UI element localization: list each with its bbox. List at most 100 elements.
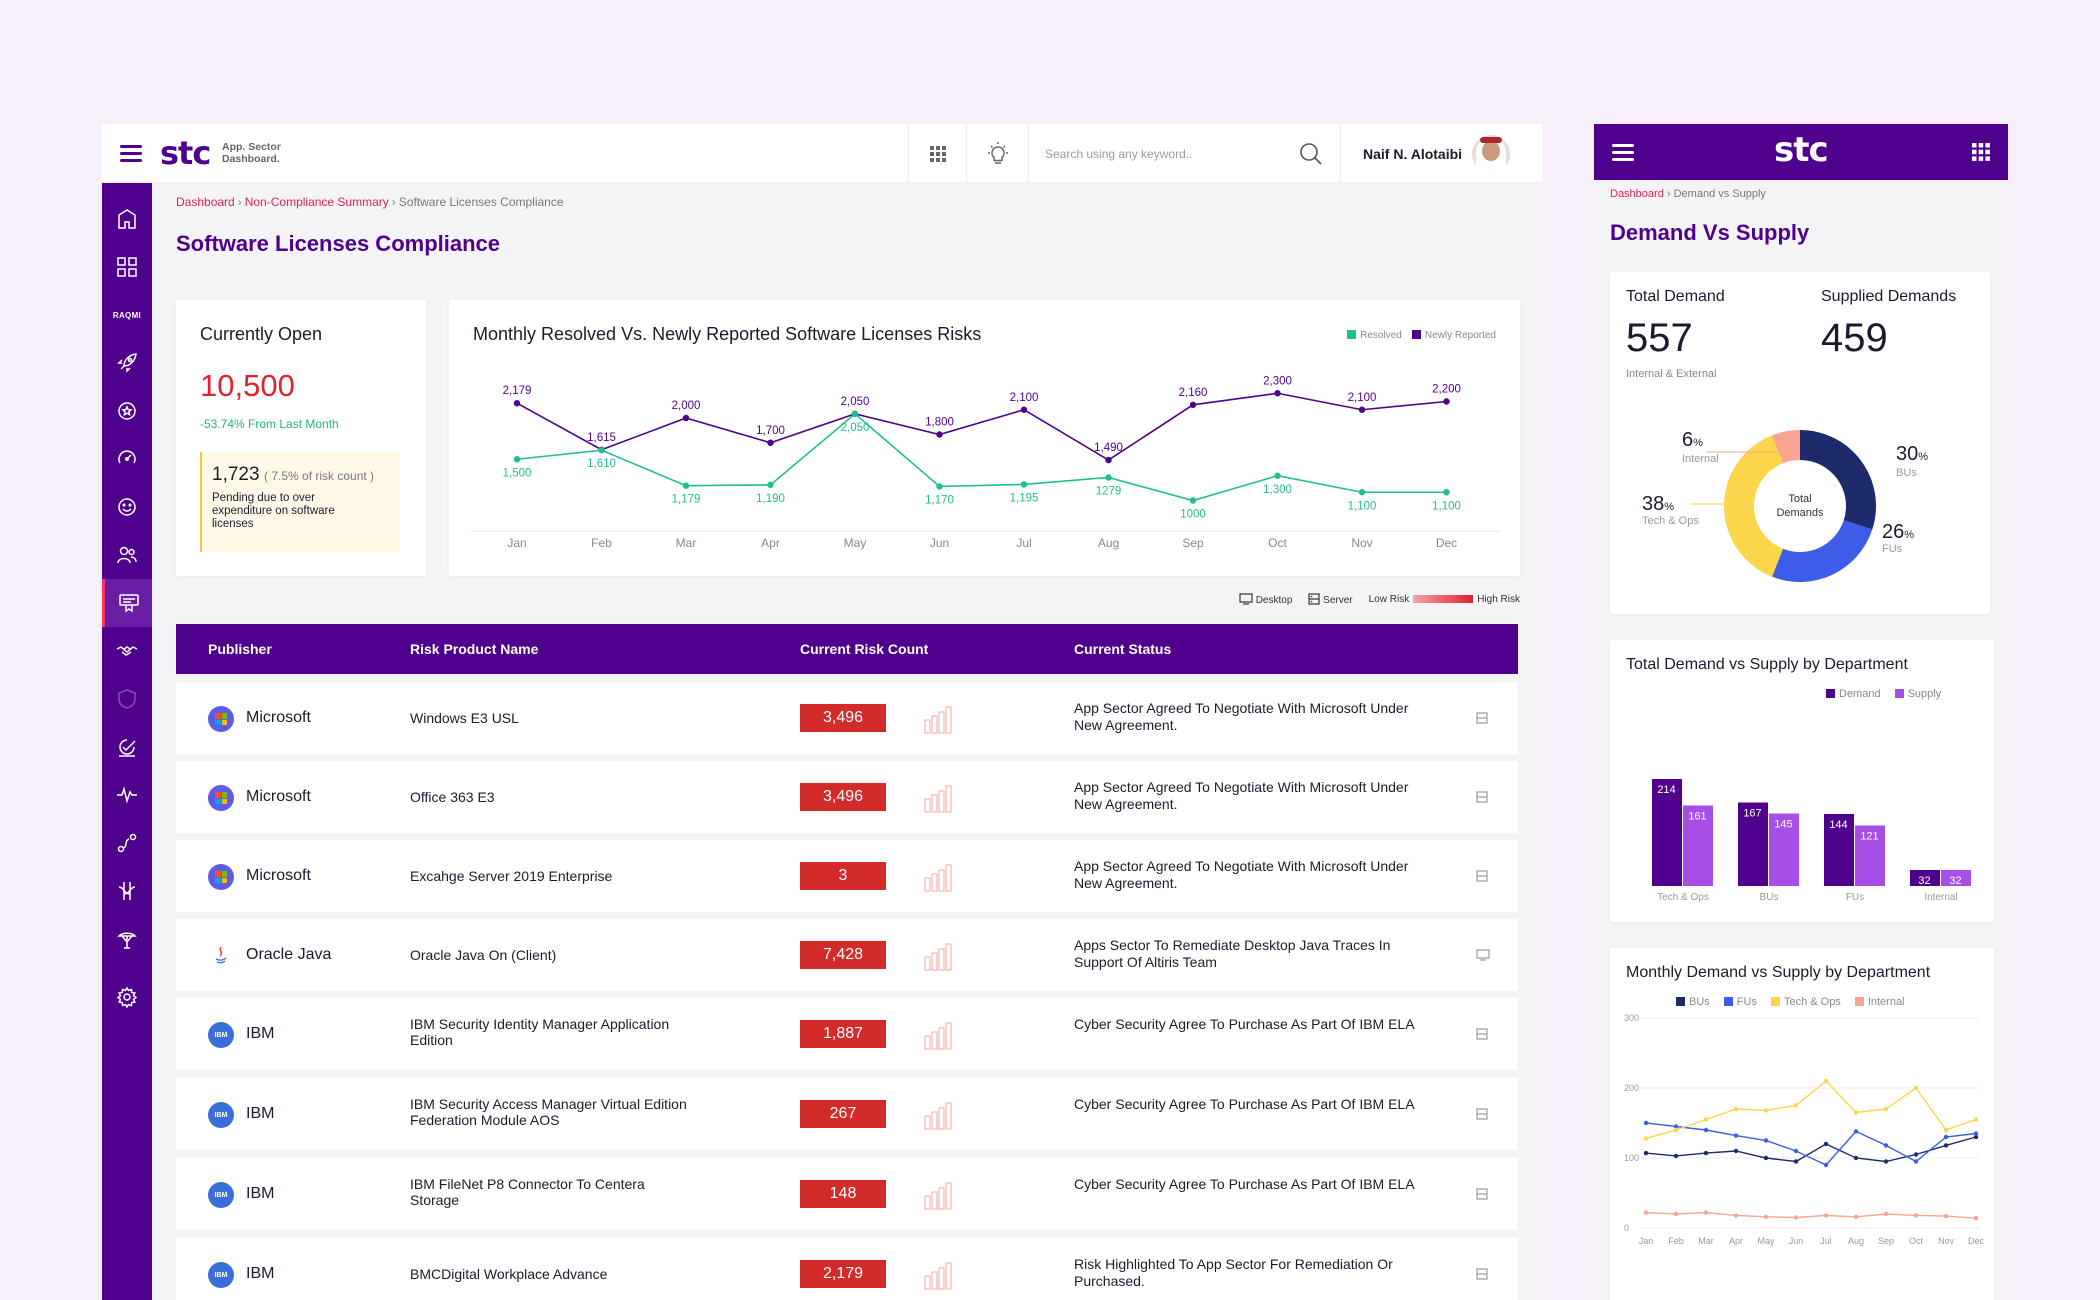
- sidebar-item-network[interactable]: [102, 867, 152, 915]
- data-point: [1274, 390, 1281, 397]
- legend-item[interactable]: Supply: [1894, 688, 1941, 700]
- current-status: Risk Highlighted To App Sector For Remed…: [1074, 1256, 1393, 1289]
- chart-legend: BUs FUs Tech & Ops Internal: [1676, 996, 1905, 1008]
- sidebar-item-speed[interactable]: [102, 435, 152, 483]
- legend-item[interactable]: FUs: [1723, 996, 1757, 1008]
- data-point: [1793, 1159, 1799, 1164]
- data-label: 1,100: [1348, 500, 1377, 512]
- sidebar-item-globe[interactable]: [102, 915, 152, 963]
- y-tick-label: 100: [1624, 1153, 1639, 1163]
- publisher-name: IBM: [246, 1265, 275, 1282]
- table-row[interactable]: IBM IBM IBM Security Identity Manager Appl…: [176, 998, 1518, 1070]
- sidebar-item-badge[interactable]: [102, 387, 152, 435]
- x-tick-label: FUs: [1846, 892, 1864, 903]
- table-row[interactable]: Oracle Java Oracle Java On (Client) 7,428 A…: [176, 919, 1518, 991]
- sidebar-item-settings[interactable]: [102, 973, 152, 1021]
- menu-icon[interactable]: [120, 145, 142, 162]
- search-icon[interactable]: [1298, 141, 1324, 167]
- column-product[interactable]: Risk Product Name: [410, 641, 539, 657]
- data-point: [1823, 1213, 1829, 1218]
- bar-value-label: 121: [1860, 831, 1878, 843]
- sidebar-item-raqmi[interactable]: RAQMI: [102, 291, 152, 339]
- ideas-button[interactable]: [966, 124, 1028, 183]
- publisher-name: Microsoft: [246, 867, 311, 884]
- x-tick-label: May: [844, 536, 867, 550]
- breadcrumb-current: Demand vs Supply: [1673, 188, 1766, 200]
- app-subtitle: App. Sector Dashboard.: [222, 141, 281, 165]
- data-point: [1703, 1150, 1709, 1156]
- user-menu[interactable]: Naif N. Alotaibi: [1340, 124, 1542, 183]
- checklist-icon: [119, 739, 136, 757]
- breadcrumb-dashboard[interactable]: Dashboard: [176, 195, 235, 209]
- pending-percentage: ( 7.5% of risk count ): [264, 469, 375, 483]
- column-publisher[interactable]: Publisher: [208, 641, 272, 657]
- ibm-icon: IBM: [208, 1182, 234, 1208]
- data-point: [767, 481, 774, 489]
- menu-icon[interactable]: [1612, 144, 1634, 161]
- risk-trend-bars: [924, 1182, 952, 1210]
- risk-trend-bars: [924, 1102, 952, 1130]
- sidebar-item-grid[interactable]: [102, 243, 152, 291]
- network-icon: [118, 882, 136, 900]
- table-row[interactable]: Microsoft Windows E3 USL 3,496 App Sector A…: [176, 682, 1518, 754]
- x-tick-label: Internal: [1924, 892, 1957, 903]
- data-label: 1,190: [756, 493, 785, 505]
- search-input[interactable]: [1045, 146, 1285, 161]
- data-label: 1,170: [925, 494, 954, 506]
- x-tick-label: Sep: [1878, 1236, 1894, 1246]
- legend-item[interactable]: Internal: [1854, 996, 1905, 1008]
- publisher-name: Microsoft: [246, 709, 311, 726]
- apps-grid-button[interactable]: [908, 124, 966, 183]
- data-point: [1703, 1117, 1709, 1122]
- data-point: [1883, 1211, 1889, 1217]
- sidebar-item-smile[interactable]: [102, 483, 152, 531]
- series-line: [1645, 1211, 1977, 1219]
- total-demand-value: 557: [1626, 316, 1693, 360]
- chart-legend: Demand Supply: [1826, 688, 1941, 700]
- table-row[interactable]: IBM IBM IBM FileNet P8 Connector To Center…: [176, 1158, 1518, 1230]
- sidebar-item-security[interactable]: [102, 675, 152, 723]
- settings-icon: [116, 986, 138, 1008]
- apps-grid-icon[interactable]: [1972, 143, 1990, 161]
- product-name: Office 363 E3: [410, 789, 495, 805]
- open-count-value: 10,500: [200, 368, 295, 403]
- breadcrumb-dashboard[interactable]: Dashboard: [1610, 188, 1664, 200]
- column-risk-count[interactable]: Current Risk Count: [800, 641, 929, 657]
- current-status: App Sector Agreed To Negotiate With Micr…: [1074, 700, 1409, 733]
- legend-newly-reported[interactable]: Newly Reported: [1411, 330, 1496, 341]
- data-point: [1823, 1141, 1829, 1147]
- data-point: [1703, 1127, 1709, 1133]
- sidebar-item-route[interactable]: [102, 819, 152, 867]
- table-row[interactable]: IBM IBM IBM Security Access Manager Virtua…: [176, 1078, 1518, 1150]
- slice-bus: [1800, 430, 1876, 530]
- total-demand-subtitle: Internal & External: [1626, 368, 1717, 380]
- legend-resolved[interactable]: Resolved: [1347, 330, 1402, 341]
- stc-logo[interactable]: stc: [1774, 130, 1829, 170]
- sidebar-item-checklist[interactable]: [102, 723, 152, 771]
- x-tick-label: Jun: [930, 536, 949, 550]
- server-icon: [1476, 712, 1488, 724]
- smile-icon: [118, 498, 136, 516]
- risk-trend-bars: [924, 1262, 952, 1290]
- sidebar-item-partners[interactable]: [102, 627, 152, 675]
- legend-item[interactable]: Tech & Ops: [1770, 996, 1841, 1008]
- chevron-right-icon: ›: [391, 195, 396, 209]
- avatar[interactable]: [1472, 134, 1511, 173]
- center-label: Demands: [1776, 507, 1824, 519]
- data-point: [1973, 1131, 1979, 1136]
- sidebar-item-rocket[interactable]: [102, 339, 152, 387]
- stc-logo[interactable]: stc: [160, 134, 211, 172]
- legend-item[interactable]: BUs: [1676, 996, 1710, 1008]
- table-row[interactable]: Microsoft Office 363 E3 3,496 App Sector Ag…: [176, 761, 1518, 833]
- legend-item[interactable]: Demand: [1826, 688, 1881, 700]
- table-row[interactable]: Microsoft Excahge Server 2019 Enterprise 3…: [176, 840, 1518, 912]
- breadcrumb-non-compliance[interactable]: Non-Compliance Summary: [244, 195, 389, 209]
- sidebar-item-licenses[interactable]: [102, 579, 152, 627]
- table-row[interactable]: IBM IBM BMCDigital Workplace Advance 2,179 R…: [176, 1238, 1518, 1300]
- sidebar-item-users[interactable]: [102, 531, 152, 579]
- sidebar-item-pulse[interactable]: [102, 771, 152, 819]
- data-label: 1,615: [587, 432, 616, 444]
- column-status[interactable]: Current Status: [1074, 641, 1172, 657]
- sidebar-item-home[interactable]: [102, 195, 152, 243]
- bar-supply: [1769, 813, 1799, 886]
